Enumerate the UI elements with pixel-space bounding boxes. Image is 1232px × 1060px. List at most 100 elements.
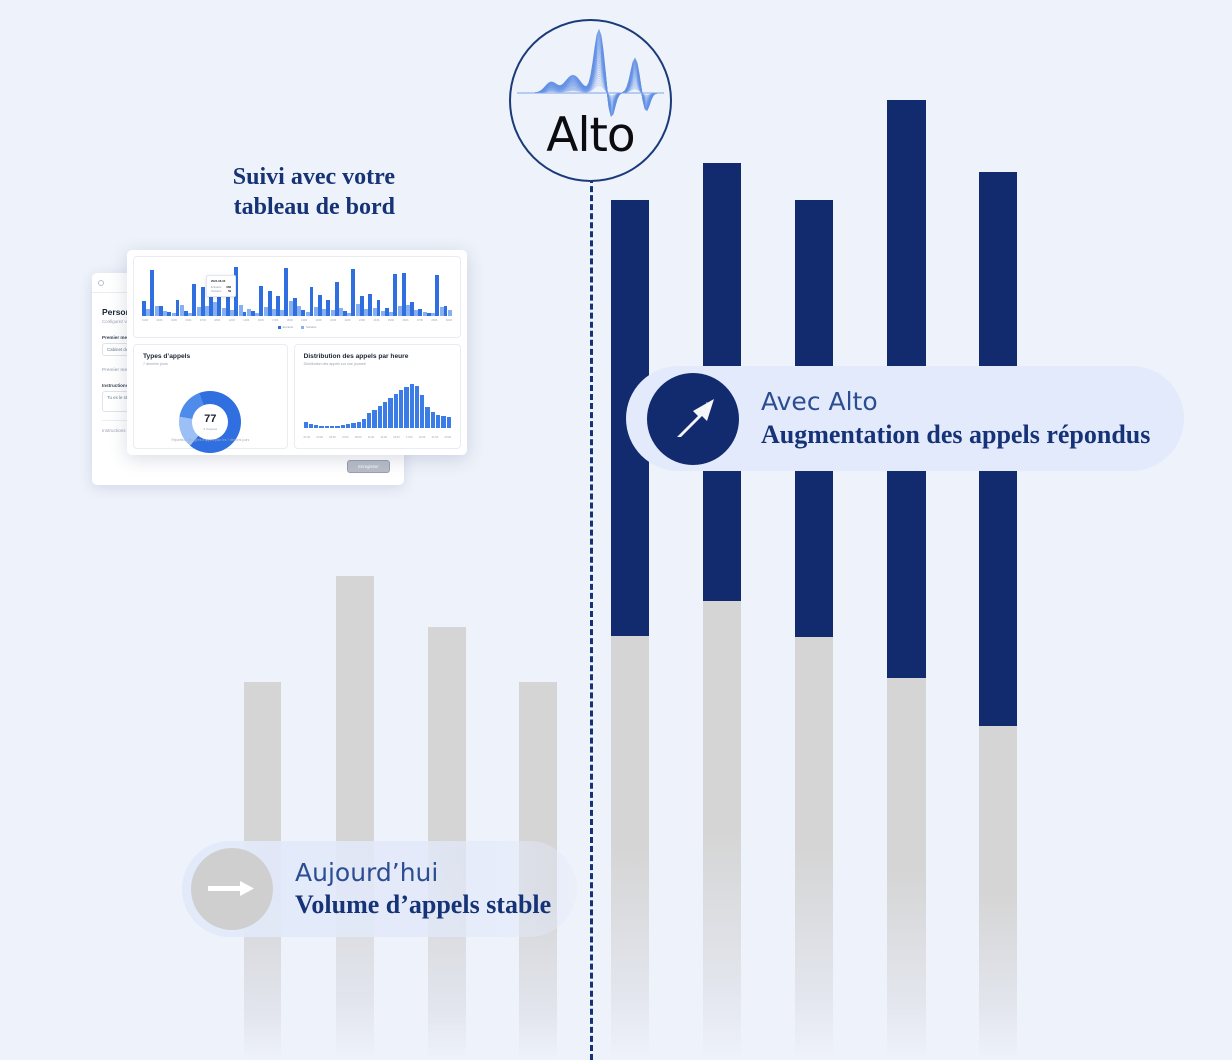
axis-tick-label: 03:00 <box>316 436 323 439</box>
axis-tick-label: 02/06 <box>156 319 163 322</box>
bar-base-segment <box>887 678 926 1060</box>
timeline-bar-group <box>267 291 276 316</box>
axis-tick-label: 07/06 <box>199 319 206 322</box>
hourly-bar <box>430 412 435 428</box>
field-label: Premier message <box>102 335 141 340</box>
axis-tick-label: 15:00 <box>393 436 400 439</box>
hourly-bar <box>308 424 314 428</box>
axis-tick-label: 21/06 <box>330 319 337 322</box>
axis-tick-label: 11:00 <box>367 436 375 439</box>
timeline-bar-group <box>167 311 176 316</box>
timeline-bar-group <box>183 310 193 316</box>
timeline-bar-group <box>426 312 436 316</box>
tooltip-value: 59 <box>227 288 232 293</box>
arrow-right-icon <box>191 848 273 930</box>
brand-wordmark: Alto <box>546 108 635 163</box>
save-button[interactable]: Enregistrer <box>347 460 390 473</box>
window-dot-icon <box>98 279 104 286</box>
hourly-bar <box>404 387 409 428</box>
timeline-axis: 01/06 02/06 04/06 06/06 07/06 08/06 12/06 13/06… <box>142 319 452 322</box>
axis-tick-label: 17:00 <box>406 436 413 439</box>
bar-base-segment <box>979 726 1017 1060</box>
timeline-bar-group <box>376 300 385 316</box>
timeline-bar-group <box>192 283 201 316</box>
timeline-bar-group <box>368 294 377 316</box>
tooltip-row: Sortants 59 <box>211 289 231 293</box>
timeline-bar-group <box>443 305 452 316</box>
hourly-bar <box>420 395 425 428</box>
timeline-bar-group <box>142 301 151 316</box>
callout-eyebrow: Aujourd’hui <box>295 857 439 887</box>
dashboard-preview: Personnalisation Configurez votre assist… <box>80 250 480 495</box>
timeline-bar-group <box>418 308 427 316</box>
donut-center: 77 # d’appels <box>192 404 229 440</box>
hourly-bar <box>351 422 356 428</box>
timeline-bar-group <box>317 295 327 316</box>
axis-tick-label: 12/06 <box>228 319 235 322</box>
axis-tick-label: 07:00 <box>342 436 349 439</box>
axis-tick-label: 21:00 <box>431 436 439 439</box>
axis-tick-label: 01:00 <box>303 436 311 439</box>
timeline-bar-group <box>334 281 343 316</box>
axis-tick-label: 17/06 <box>272 319 279 322</box>
callout-eyebrow: Avec Alto <box>761 387 878 417</box>
field-label: Instructions <box>102 383 129 388</box>
hourly-bar <box>367 413 372 428</box>
hourly-bar <box>436 414 441 428</box>
timeline-bar-group <box>410 302 419 316</box>
page-title-line-2: tableau de bord <box>233 193 395 220</box>
hourly-bar <box>388 397 393 428</box>
hourly-bar <box>377 405 383 428</box>
hourly-bar <box>425 406 430 428</box>
hourly-bar <box>409 384 414 428</box>
axis-tick-label: 22/06 <box>344 319 351 322</box>
hourly-bar <box>330 426 335 428</box>
hourly-bar <box>319 426 324 428</box>
page-title-line-1: Suivi avec votre <box>232 164 395 190</box>
timeline-bar-group <box>225 297 235 316</box>
panel-footnote: Répartition des types d’appels pour les … <box>171 438 250 442</box>
hourly-bar <box>361 418 367 428</box>
axis-tick-label: 26/06 <box>402 319 409 322</box>
timeline-bar-group <box>234 266 243 316</box>
tooltip-value: 683 <box>226 284 232 289</box>
bar-base-segment <box>703 601 741 1060</box>
timeline-bar-group <box>217 290 226 316</box>
timeline-bar-group <box>393 274 402 316</box>
hourly-bar <box>441 416 446 428</box>
axis-tick-label: 06:00 <box>329 436 336 439</box>
timeline-bars <box>142 264 452 316</box>
panel-subtitle: Distribution des appels sur une journée <box>303 362 366 366</box>
bar-base-segment <box>611 636 649 1060</box>
timeline-bar-group <box>384 307 394 316</box>
callout-title: Volume d’appels stable <box>295 890 552 920</box>
timeline-bar-group <box>309 286 318 316</box>
axis-tick-label: 19/06 <box>301 319 308 322</box>
axis-tick-label: 06/06 <box>185 319 192 322</box>
timeline-bar-group <box>200 287 209 316</box>
axis-tick-label: 24/06 <box>373 319 380 322</box>
callout-today: Aujourd’hui Volume d’appels stable <box>182 841 577 937</box>
timeline-bar-group <box>351 269 360 316</box>
timeline-bar-group <box>359 296 369 316</box>
page-title: Suivi avec votre tableau de bord <box>150 163 395 223</box>
callout-title: Augmentation des appels répondus <box>761 419 1151 449</box>
bar-stack-5 <box>979 172 1017 1060</box>
timeline-bar-group <box>343 310 352 316</box>
tooltip-label: Entrants <box>211 284 222 289</box>
hourly-bar <box>398 390 404 428</box>
timeline-bar-group <box>326 300 335 316</box>
hourly-distribution-panel: Distribution des appels par heure Distri… <box>293 344 461 449</box>
tooltip-date: 2024-06-03 <box>211 279 226 283</box>
panel-title: Types d’appels <box>143 353 191 360</box>
bar-base-segment <box>795 637 833 1060</box>
axis-tick-label: 30/06 <box>445 319 452 322</box>
arrow-up-right-icon <box>647 372 739 465</box>
hourly-bar <box>335 426 340 428</box>
brand-logo: Alto <box>509 19 672 182</box>
timeline-legend: Entrants Sortants <box>142 325 452 329</box>
axis-tick-label: 09:00 <box>354 436 362 439</box>
axis-tick-label: 13:00 <box>380 436 387 439</box>
bar-stack-2 <box>703 163 741 1060</box>
timeline-bar-group <box>435 275 444 316</box>
